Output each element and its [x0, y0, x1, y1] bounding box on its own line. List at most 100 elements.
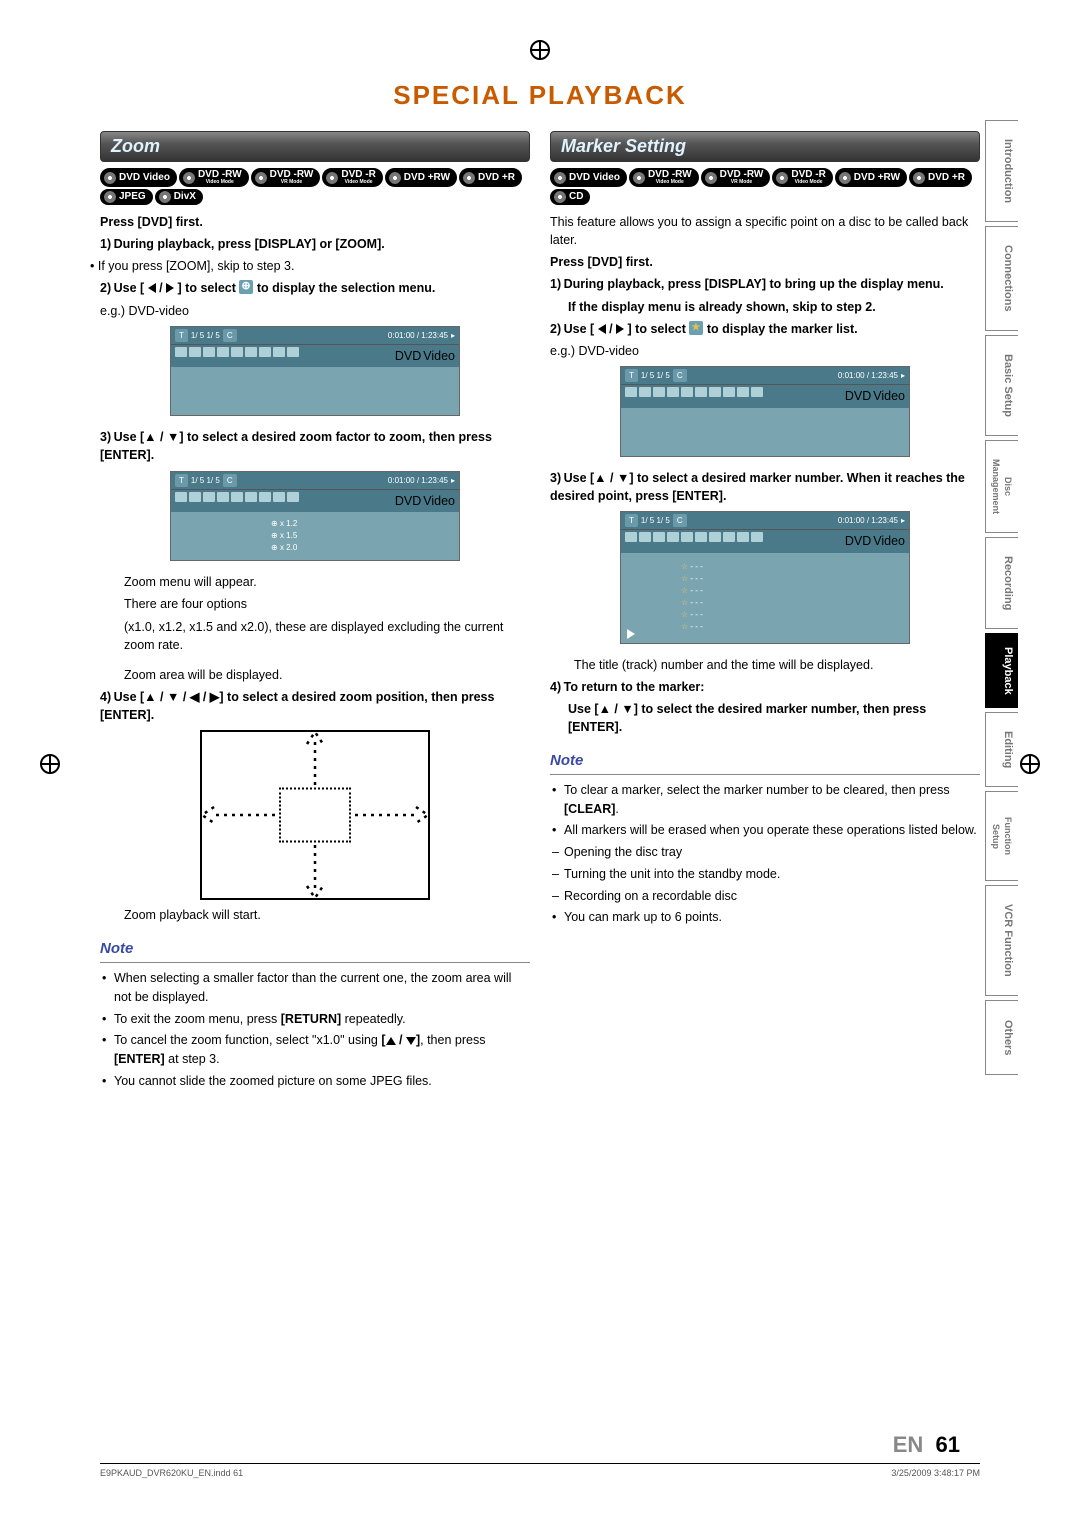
page-number: 61 [936, 1432, 960, 1457]
lang-code: EN [893, 1432, 924, 1457]
osd-top-bar: T1/ 5 1/ 5C 0:01:00 / 1:23:45▸ [171, 327, 459, 346]
zoom-playback-start: Zoom playback will start. [124, 906, 530, 924]
page-footer-number: EN 61 [893, 1432, 960, 1458]
zoom-body: Press [DVD] first. 1) During playback, p… [100, 213, 530, 1091]
format-badge: DVD -RWVideo Mode [179, 168, 249, 187]
marker-step4a: 4) To return to the marker: [550, 678, 980, 696]
up-arrow-icon [305, 730, 325, 785]
format-badge: DVD +RW [835, 168, 907, 187]
marker-osd2: T1/ 5 1/ 5C 0:01:00 / 1:23:45▸ DVDVideo … [620, 511, 910, 644]
section-tab-recording[interactable]: Recording [985, 537, 1018, 629]
marker-star-icon [689, 321, 703, 335]
section-tab-playback[interactable]: Playback [985, 633, 1018, 708]
zoom-badges: DVD VideoDVD -RWVideo ModeDVD -RWVR Mode… [100, 168, 530, 205]
press-dvd-first: Press [DVD] first. [100, 215, 203, 229]
zoom-area-displayed: Zoom area will be displayed. [124, 666, 530, 684]
zoom-eg-label: e.g.) DVD-video [100, 302, 530, 320]
right-arrow-icon [616, 324, 624, 334]
marker-step2: 2) Use [ / ] to select to display the ma… [550, 320, 980, 338]
note-item: All markers will be erased when you oper… [550, 821, 980, 840]
section-tab-others[interactable]: Others [985, 1000, 1018, 1075]
zoom-heading: Zoom [100, 131, 530, 162]
note-item: Turning the unit into the standby mode. [550, 865, 980, 884]
marker-title-track: The title (track) number and the time wi… [574, 656, 980, 674]
zoom-note-heading: Note [100, 938, 530, 963]
right-arrow-icon [166, 283, 174, 293]
magnify-icon [239, 280, 253, 294]
left-arrow-icon [200, 805, 275, 825]
format-badge: DVD +R [909, 168, 972, 187]
format-badge: DVD Video [550, 168, 627, 187]
marker-badges: DVD VideoDVD -RWVideo ModeDVD -RWVR Mode… [550, 168, 980, 205]
section-tab-disc-management[interactable]: DiscManagement [985, 440, 1018, 533]
note-item: To exit the zoom menu, press [RETURN] re… [100, 1010, 530, 1029]
section-tab-basic-setup[interactable]: Basic Setup [985, 335, 1018, 436]
section-tab-connections[interactable]: Connections [985, 226, 1018, 331]
print-footer: E9PKAUD_DVR620KU_EN.indd 61 3/25/2009 3:… [100, 1463, 980, 1478]
marker-heading-text: Marker Setting [561, 136, 686, 156]
zoom-step1: 1) During playback, press [DISPLAY] or [… [100, 235, 530, 253]
zoom-notes: When selecting a smaller factor than the… [100, 969, 530, 1091]
zoom-menu-appear: Zoom menu will appear. [124, 573, 530, 591]
format-badge: DVD -RWVR Mode [701, 168, 771, 187]
play-icon [627, 629, 635, 639]
section-tab-editing[interactable]: Editing [985, 712, 1018, 787]
marker-intro: This feature allows you to assign a spec… [550, 213, 980, 249]
zoom-target-box [279, 788, 351, 843]
zoom-heading-text: Zoom [111, 136, 160, 156]
zoom-section: Zoom DVD VideoDVD -RWVideo ModeDVD -RWVR… [100, 131, 530, 1094]
marker-eg-label: e.g.) DVD-video [550, 342, 980, 360]
marker-step1b: If the display menu is already shown, sk… [568, 298, 980, 316]
two-column-layout: Zoom DVD VideoDVD -RWVideo ModeDVD -RWVR… [100, 131, 980, 1094]
format-badge: DVD -RWVideo Mode [629, 168, 699, 187]
note-item: To clear a marker, select the marker num… [550, 781, 980, 819]
note-item: To cancel the zoom function, select "x1.… [100, 1031, 530, 1069]
format-badge: DivX [155, 189, 203, 205]
section-tab-function-setup[interactable]: FunctionSetup [985, 791, 1018, 881]
page-title: SPECIAL PLAYBACK [100, 80, 980, 111]
section-tab-introduction[interactable]: Introduction [985, 120, 1018, 222]
marker-osd1: T1/ 5 1/ 5C 0:01:00 / 1:23:45▸ DVDVideo [620, 366, 910, 457]
format-badge: DVD +R [459, 168, 522, 187]
page-content: SPECIAL PLAYBACK Zoom DVD VideoDVD -RWVi… [0, 0, 1080, 1154]
footer-filename: E9PKAUD_DVR620KU_EN.indd 61 [100, 1468, 243, 1478]
zoom-step3: 3) Use [▲ / ▼] to select a desired zoom … [100, 428, 530, 464]
marker-number-list: - - - - - - - - - - - - - - - - - - [681, 561, 703, 633]
note-item: You cannot slide the zoomed picture on s… [100, 1072, 530, 1091]
format-badge: DVD -RVideo Mode [772, 168, 832, 187]
marker-step1a: 1) During playback, press [DISPLAY] to b… [550, 275, 980, 293]
note-item: You can mark up to 6 points. [550, 908, 980, 927]
left-arrow-icon [148, 283, 156, 293]
marker-section: Marker Setting DVD VideoDVD -RWVideo Mod… [550, 131, 980, 1094]
marker-notes: To clear a marker, select the marker num… [550, 781, 980, 927]
down-arrow-icon [305, 845, 325, 900]
section-tabs: Introduction Connections Basic Setup DiscMa… [985, 120, 1018, 1075]
marker-heading: Marker Setting [550, 131, 980, 162]
format-badge: DVD -RVideo Mode [322, 168, 382, 187]
format-badge: DVD +RW [385, 168, 457, 187]
format-badge: DVD -RWVR Mode [251, 168, 321, 187]
marker-step3: 3) Use [▲ / ▼] to select a desired marke… [550, 469, 980, 505]
footer-timestamp: 3/25/2009 3:48:17 PM [891, 1468, 980, 1478]
format-badge: CD [550, 189, 590, 205]
zoom-step1-bullet: • If you press [ZOOM], skip to step 3. [100, 257, 530, 275]
zoom-step4: 4) Use [▲ / ▼ / ◀ / ▶] to select a desir… [100, 688, 530, 724]
note-item: When selecting a smaller factor than the… [100, 969, 530, 1007]
press-dvd-first: Press [DVD] first. [550, 255, 653, 269]
section-tab-vcr-function[interactable]: VCR Function [985, 885, 1018, 996]
format-badge: DVD Video [100, 168, 177, 187]
note-item: Opening the disc tray [550, 843, 980, 862]
format-badge: JPEG [100, 189, 153, 205]
zoom-step2: 2) Use [ / ] to select to display the se… [100, 279, 530, 297]
osd-icon-row: DVDVideo [171, 345, 459, 367]
marker-step4b: Use [▲ / ▼] to select the desired marker… [568, 700, 980, 736]
zoom-direction-diagram [200, 730, 430, 900]
zoom-level-list: x 1.2 x 1.5 x 2.0 [271, 518, 297, 553]
right-arrow-icon [355, 805, 430, 825]
zoom-options-text: (x1.0, x1.2, x1.5 and x2.0), these are d… [124, 618, 530, 654]
marker-body: This feature allows you to assign a spec… [550, 213, 980, 927]
note-item: Recording on a recordable disc [550, 887, 980, 906]
zoom-four-options: There are four options [124, 595, 530, 613]
marker-note-heading: Note [550, 750, 980, 775]
zoom-osd2: T1/ 5 1/ 5C 0:01:00 / 1:23:45▸ DVDVideo … [170, 471, 460, 562]
